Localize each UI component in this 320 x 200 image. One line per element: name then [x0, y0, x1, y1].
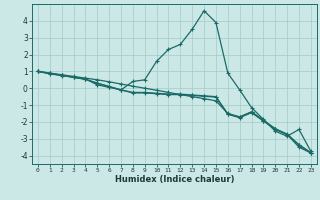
X-axis label: Humidex (Indice chaleur): Humidex (Indice chaleur) — [115, 175, 234, 184]
